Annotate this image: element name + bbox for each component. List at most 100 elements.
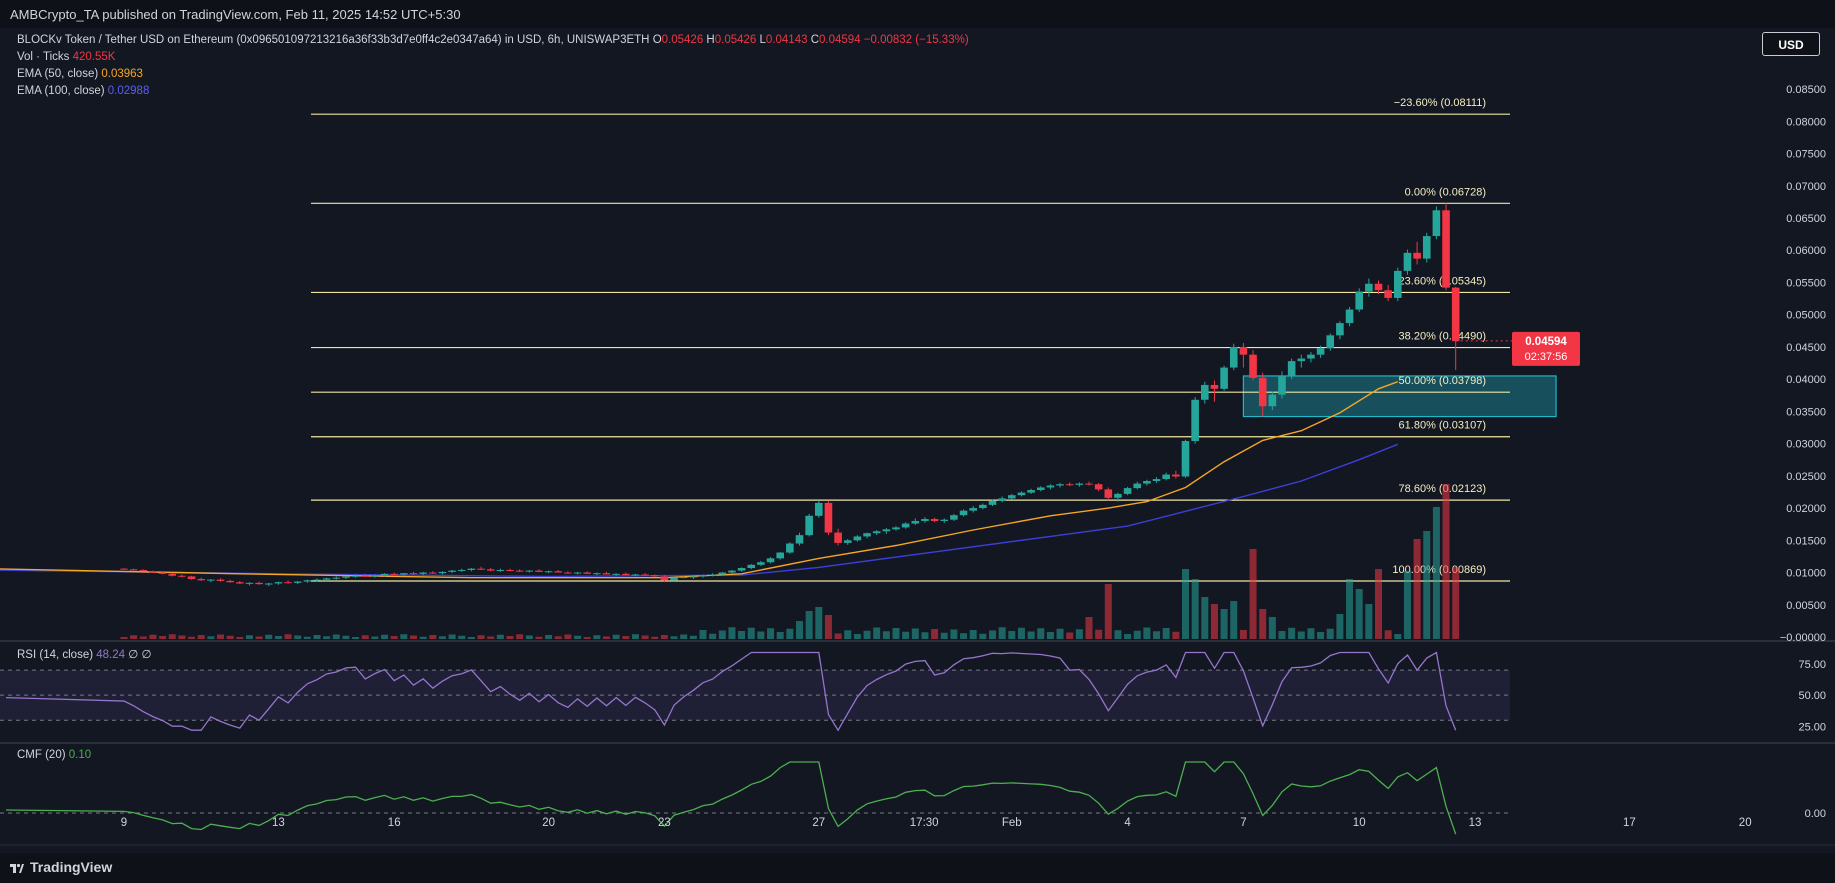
volume-bar xyxy=(757,631,765,639)
volume-bar xyxy=(313,635,321,639)
candle-body xyxy=(351,575,360,577)
volume-bar xyxy=(902,631,910,639)
candle-body xyxy=(728,570,736,573)
volume-bar xyxy=(130,635,138,639)
legend-cmf[interactable]: CMF (20) 0.10 xyxy=(17,749,91,761)
price-tick-label: 0.05000 xyxy=(1786,310,1826,322)
candle-body xyxy=(766,558,775,563)
volume-bar xyxy=(1085,617,1093,639)
volume-bar xyxy=(1182,569,1189,639)
candle-body xyxy=(303,580,312,582)
volume-bar xyxy=(390,636,398,639)
candle-body xyxy=(1027,490,1035,493)
volume-bar xyxy=(815,607,823,639)
candle-body xyxy=(226,580,234,583)
volume-bar xyxy=(1336,614,1344,639)
volume-bar xyxy=(506,636,514,639)
o-label: O xyxy=(652,34,662,46)
volume-bar xyxy=(824,615,832,639)
candle-body xyxy=(670,577,678,581)
candle-body xyxy=(911,520,920,524)
volume-bar xyxy=(969,630,977,639)
candle-body xyxy=(641,574,649,576)
volume-bar xyxy=(767,628,775,639)
volume-bar xyxy=(477,635,485,639)
legend-ema100[interactable]: EMA (100, close) 0.02988 xyxy=(17,85,149,97)
candle-body xyxy=(1220,367,1228,389)
volume-bar xyxy=(612,634,620,639)
chart-area[interactable]: 0.08500 0.08000 0.07500 0.07000 0.06500 0.060… xyxy=(0,28,1835,853)
candle-body xyxy=(583,572,591,574)
candle-body xyxy=(1268,394,1277,407)
candle-body xyxy=(863,533,871,537)
volume-bar xyxy=(284,634,292,639)
candle-body xyxy=(747,564,756,569)
ema50-label: EMA (50, close) xyxy=(17,68,99,80)
volume-bar xyxy=(689,635,697,639)
candle-body xyxy=(149,571,157,573)
volume-bar xyxy=(776,632,784,639)
volume-bar xyxy=(516,634,524,639)
candle-body xyxy=(197,578,205,581)
volume-bar xyxy=(1413,539,1421,639)
legend-volume[interactable]: Vol · Ticks 420.55K xyxy=(17,51,115,63)
candle-body xyxy=(1191,399,1199,442)
candle-body xyxy=(419,572,427,574)
candle-body xyxy=(1278,375,1286,395)
price-tick-label: 0.03000 xyxy=(1786,439,1826,451)
volume-bar xyxy=(1307,628,1315,639)
chart-background xyxy=(0,28,1835,853)
last-price-countdown: 02:37:56 xyxy=(1525,351,1568,363)
currency-button[interactable]: USD xyxy=(1762,32,1820,56)
candle-body xyxy=(371,575,379,577)
candle-body xyxy=(1451,287,1460,342)
volume-bar xyxy=(1297,631,1305,639)
candle-body xyxy=(486,569,495,571)
candle-body xyxy=(834,532,842,543)
candle-body xyxy=(525,570,534,572)
volume-bar xyxy=(400,634,408,639)
volume-bar xyxy=(1423,531,1431,639)
volume-bar xyxy=(1201,597,1209,639)
h-value: 0.05426 xyxy=(714,34,757,46)
footer-bar: TradingView xyxy=(0,853,1835,883)
candle-body xyxy=(795,535,804,544)
price-tick-label: 0.01000 xyxy=(1786,568,1826,580)
candle-body xyxy=(1413,252,1421,259)
candle-body xyxy=(409,573,418,575)
candle-body xyxy=(1143,481,1151,484)
volume-bar xyxy=(1317,632,1325,639)
candle-body xyxy=(1403,252,1412,271)
volume-bar xyxy=(1220,609,1228,639)
volume-bar xyxy=(197,635,205,639)
candle-body xyxy=(448,570,456,572)
candle-body xyxy=(882,529,891,532)
legend-ema50[interactable]: EMA (50, close) 0.03963 xyxy=(17,68,143,80)
last-price-tag xyxy=(1512,331,1580,366)
volume-bar xyxy=(1394,634,1402,639)
volume-bar xyxy=(1365,604,1373,639)
c-label: C xyxy=(810,34,820,46)
volume-bar xyxy=(236,637,244,639)
volume-bar xyxy=(438,636,446,639)
volume-bar xyxy=(796,621,803,639)
volume-bar xyxy=(217,634,224,639)
candle-body xyxy=(1181,441,1190,477)
candle-body xyxy=(940,519,949,521)
candle-body xyxy=(1133,483,1142,489)
cmf-value: 0.10 xyxy=(68,749,92,761)
volume-bar xyxy=(188,636,196,639)
rsi-tick-label: 50.00 xyxy=(1798,690,1826,702)
volume-bar xyxy=(361,635,369,639)
volume-bar xyxy=(226,635,234,639)
volume-bar xyxy=(564,634,572,639)
volume-bar xyxy=(1259,609,1267,639)
volume-bar xyxy=(603,636,610,639)
legend-rsi[interactable]: RSI (14, close) 48.24 ∅ ∅ xyxy=(17,647,151,661)
fib-label: 0.00% (0.06728) xyxy=(1405,186,1486,198)
candle-body xyxy=(158,572,167,574)
candle-body xyxy=(1046,485,1055,488)
candle-body xyxy=(207,579,215,581)
volume-bar xyxy=(1008,631,1016,639)
candle-body xyxy=(689,576,698,578)
